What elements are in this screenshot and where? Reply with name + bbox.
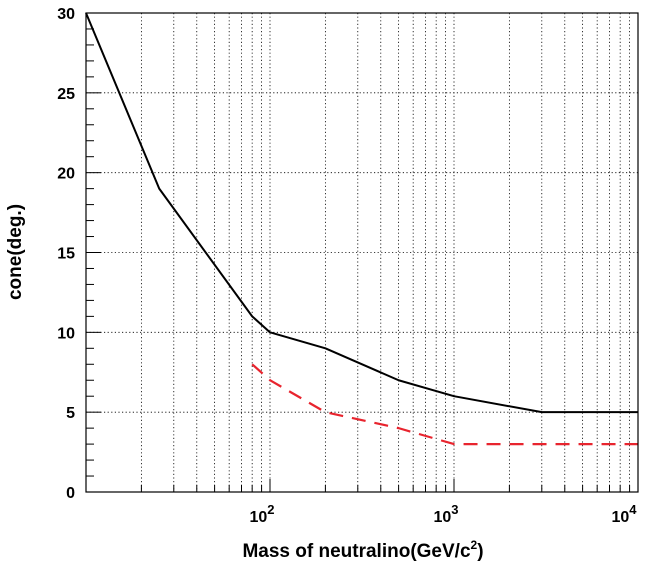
x-axis-title-suffix: ) — [477, 541, 483, 562]
x-tick-label-base: 10 — [433, 509, 451, 526]
series-group — [85, 12, 638, 446]
x-tick-label-exp: 2 — [267, 502, 274, 517]
x-tick-label: 102 — [249, 502, 274, 526]
x-axis-title-main: Mass of neutralino(GeV/c — [242, 541, 470, 562]
y-tick-label: 10 — [57, 325, 75, 342]
y-tick-label: 0 — [66, 485, 75, 502]
y-tick-label: 5 — [66, 405, 75, 422]
x-tick-label: 104 — [611, 502, 637, 526]
dashed-series-line — [251, 363, 638, 446]
x-axis-title: Mass of neutralino(GeV/c2) — [242, 538, 483, 562]
y-tick-label: 20 — [57, 166, 75, 183]
y-tick-labels: 0 5 10 15 20 25 30 — [57, 6, 75, 502]
y-tick-label: 30 — [57, 6, 75, 23]
x-tick-label-exp: 4 — [629, 502, 637, 517]
solid-series-line — [85, 12, 638, 414]
x-tick-label-exp: 3 — [451, 502, 458, 517]
grid — [86, 13, 638, 492]
x-tick-label-base: 10 — [611, 509, 629, 526]
x-axis-title-superscript: 2 — [471, 538, 478, 552]
y-tick-label: 15 — [57, 246, 75, 263]
x-tick-labels: 102 103 104 — [249, 502, 637, 526]
axis-ticks — [86, 12, 639, 493]
x-tick-label: 103 — [433, 502, 458, 526]
y-axis-title: cone(deg.) — [5, 204, 26, 300]
y-tick-label: 25 — [57, 86, 75, 103]
plot-frame — [85, 12, 639, 493]
x-tick-label-base: 10 — [249, 509, 267, 526]
